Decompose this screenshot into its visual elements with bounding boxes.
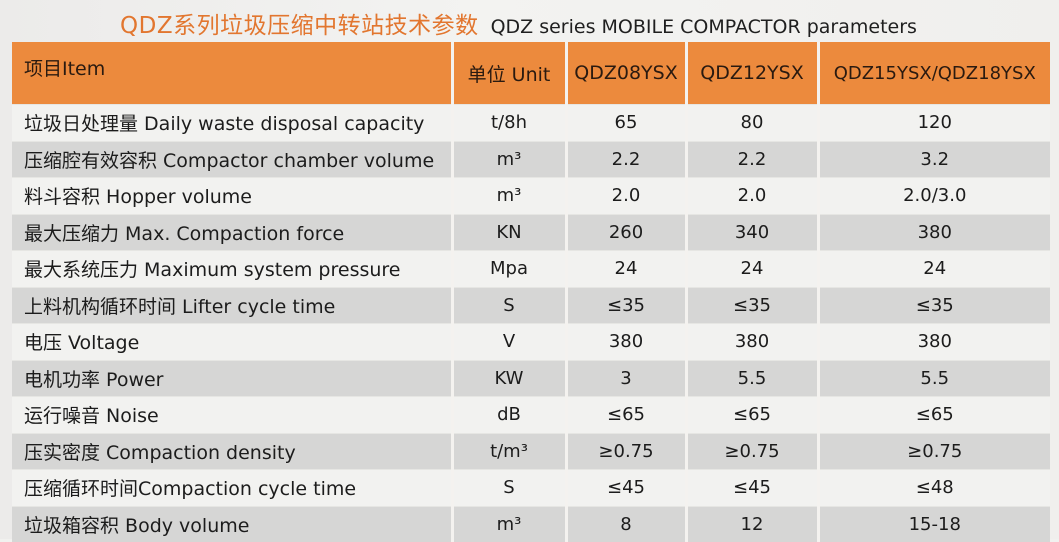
cell-unit: KW — [450, 359, 566, 397]
cell-item: 运行噪音 Noise — [12, 396, 452, 433]
cell-item: 压实密度 Compaction density — [12, 432, 452, 470]
header-model-qdz15-18ysx: QDZ15YSX/QDZ18YSX — [816, 42, 1050, 105]
cell-qdz08: 24 — [564, 250, 686, 287]
table-row: 垃圾日处理量 Daily waste disposal capacity t/8… — [12, 104, 1050, 141]
title-row: QDZ系列垃圾压缩中转站技术参数 QDZ series MOBILE COMPA… — [120, 6, 917, 40]
cell-qdz12: 2.2 — [684, 140, 818, 178]
cell-qdz15-18: 120 — [816, 104, 1050, 141]
cell-unit: m³ — [450, 505, 566, 542]
cell-qdz15-18: ≤48 — [816, 469, 1050, 506]
cell-qdz12: 24 — [684, 250, 818, 287]
cell-qdz08: 65 — [564, 104, 686, 141]
cell-qdz08: 3 — [564, 359, 686, 397]
cell-qdz12: ≥0.75 — [684, 432, 818, 470]
cell-qdz15-18: 380 — [816, 213, 1050, 251]
table-row: 压缩循环时间Compaction cycle time S ≤45 ≤45 ≤4… — [12, 469, 1050, 506]
cell-qdz08: 2.0 — [564, 177, 686, 214]
cell-qdz08: ≤35 — [564, 286, 686, 324]
cell-item: 最大压缩力 Max. Compaction force — [12, 213, 452, 251]
cell-item: 压缩循环时间Compaction cycle time — [12, 469, 452, 506]
cell-qdz12: 340 — [684, 213, 818, 251]
parameters-table: 项目Item 单位 Unit QDZ08YSX QDZ12YSX QDZ15YS… — [12, 42, 1050, 542]
cell-item: 垃圾日处理量 Daily waste disposal capacity — [12, 104, 452, 141]
cell-qdz08: 8 — [564, 505, 686, 542]
cell-item: 最大系统压力 Maximum system pressure — [12, 250, 452, 287]
cell-qdz15-18: ≤35 — [816, 286, 1050, 324]
table-row: 最大压缩力 Max. Compaction force KN 260 340 3… — [12, 213, 1050, 251]
header-model-qdz12ysx: QDZ12YSX — [684, 42, 818, 105]
cell-qdz15-18: ≤65 — [816, 396, 1050, 433]
cell-qdz12: 5.5 — [684, 359, 818, 397]
table-row: 垃圾箱容积 Body volume m³ 8 12 15-18 — [12, 505, 1050, 542]
cell-item: 电压 Voltage — [12, 323, 452, 360]
cell-qdz15-18: 5.5 — [816, 359, 1050, 397]
cell-unit: dB — [450, 396, 566, 433]
cell-qdz08: ≥0.75 — [564, 432, 686, 470]
title-english: QDZ series MOBILE COMPACTOR parameters — [490, 16, 917, 38]
cell-qdz12: ≤35 — [684, 286, 818, 324]
cell-qdz12: 380 — [684, 323, 818, 360]
table-row: 运行噪音 Noise dB ≤65 ≤65 ≤65 — [12, 396, 1050, 433]
cell-unit: KN — [450, 213, 566, 251]
cell-qdz15-18: ≥0.75 — [816, 432, 1050, 470]
cell-unit: m³ — [450, 140, 566, 178]
cell-qdz08: 2.2 — [564, 140, 686, 178]
cell-qdz15-18: 3.2 — [816, 140, 1050, 178]
table-row: 电机功率 Power KW 3 5.5 5.5 — [12, 359, 1050, 397]
title-chinese: QDZ系列垃圾压缩中转站技术参数 — [120, 13, 479, 39]
table-row: 压缩腔有效容积 Compactor chamber volume m³ 2.2 … — [12, 140, 1050, 178]
cell-unit: S — [450, 469, 566, 506]
cell-qdz15-18: 24 — [816, 250, 1050, 287]
header-item: 项目Item — [12, 42, 452, 105]
cell-qdz12: 12 — [684, 505, 818, 542]
cell-qdz12: 2.0 — [684, 177, 818, 214]
cell-unit: t/8h — [450, 104, 566, 141]
cell-unit: t/m³ — [450, 432, 566, 470]
cell-item: 料斗容积 Hopper volume — [12, 177, 452, 214]
table-row: 压实密度 Compaction density t/m³ ≥0.75 ≥0.75… — [12, 432, 1050, 470]
cell-qdz12: ≤45 — [684, 469, 818, 506]
cell-qdz08: ≤65 — [564, 396, 686, 433]
cell-unit: Mpa — [450, 250, 566, 287]
cell-qdz12: 80 — [684, 104, 818, 141]
cell-qdz08: ≤45 — [564, 469, 686, 506]
cell-qdz15-18: 15-18 — [816, 505, 1050, 542]
table-row: 电压 Voltage V 380 380 380 — [12, 323, 1050, 360]
cell-qdz15-18: 2.0/3.0 — [816, 177, 1050, 214]
cell-unit: m³ — [450, 177, 566, 214]
cell-item: 上料机构循环时间 Lifter cycle time — [12, 286, 452, 324]
cell-unit: V — [450, 323, 566, 360]
table-row: 上料机构循环时间 Lifter cycle time S ≤35 ≤35 ≤35 — [12, 286, 1050, 324]
cell-qdz15-18: 380 — [816, 323, 1050, 360]
cell-qdz12: ≤65 — [684, 396, 818, 433]
cell-item: 电机功率 Power — [12, 359, 452, 397]
header-model-qdz08ysx: QDZ08YSX — [564, 42, 686, 105]
header-unit: 单位 Unit — [450, 42, 566, 105]
cell-qdz08: 260 — [564, 213, 686, 251]
cell-item: 垃圾箱容积 Body volume — [12, 505, 452, 542]
cell-unit: S — [450, 286, 566, 324]
table-row: 料斗容积 Hopper volume m³ 2.0 2.0 2.0/3.0 — [12, 177, 1050, 214]
table-row: 最大系统压力 Maximum system pressure Mpa 24 24… — [12, 250, 1050, 287]
cell-item: 压缩腔有效容积 Compactor chamber volume — [12, 140, 452, 178]
cell-qdz08: 380 — [564, 323, 686, 360]
table-header-row: 项目Item 单位 Unit QDZ08YSX QDZ12YSX QDZ15YS… — [12, 42, 1050, 105]
